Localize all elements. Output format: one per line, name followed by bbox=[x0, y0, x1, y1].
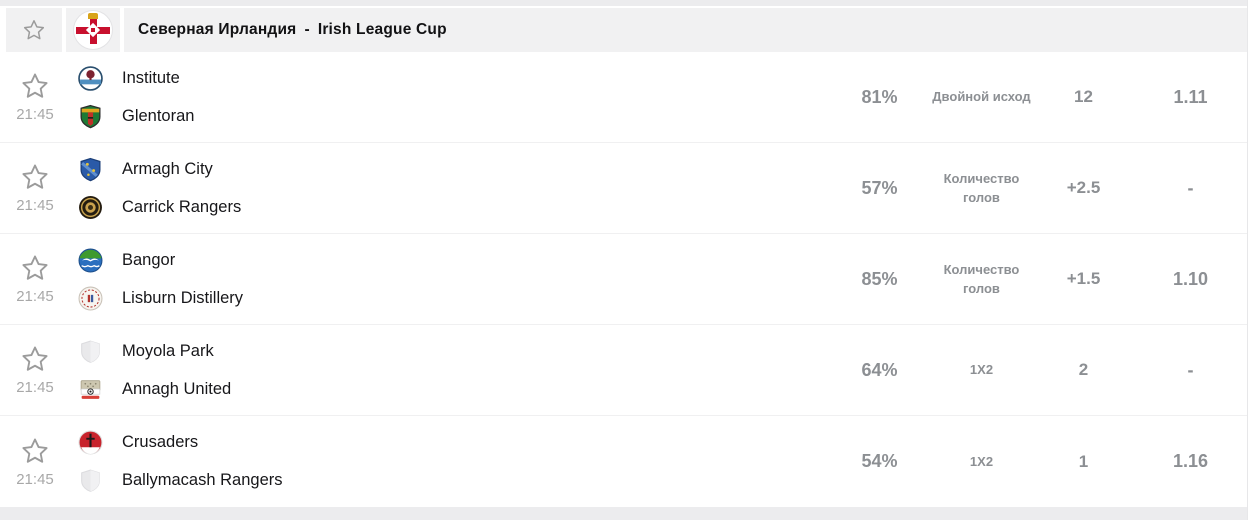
away-team-name: Carrick Rangers bbox=[122, 197, 242, 216]
away-team-logo bbox=[78, 195, 103, 220]
match-time: 21:45 bbox=[16, 379, 54, 396]
bet-type: Количество голов bbox=[930, 260, 1033, 299]
match-meta: 21:45 bbox=[0, 344, 70, 396]
favorite-star-icon[interactable] bbox=[20, 253, 50, 283]
match-row[interactable]: 21:45 Moyola Park Annagh United 64% 1X2 … bbox=[0, 325, 1247, 416]
match-meta: 21:45 bbox=[0, 162, 70, 214]
away-team[interactable]: Annagh United bbox=[78, 377, 829, 402]
home-team-name: Crusaders bbox=[122, 433, 199, 451]
away-team-name: Lisburn Distillery bbox=[122, 288, 244, 307]
bet-value: 1 bbox=[1078, 451, 1089, 471]
away-team[interactable]: Carrick Rangers bbox=[78, 195, 829, 220]
away-team-logo bbox=[78, 468, 103, 493]
bet-type: Количество голов bbox=[930, 169, 1033, 208]
away-team[interactable]: Lisburn Distillery bbox=[78, 286, 829, 311]
league-competition: Irish League Cup bbox=[317, 21, 447, 38]
home-team-name: Moyola Park bbox=[122, 341, 214, 360]
league-favorite-cell[interactable] bbox=[6, 8, 62, 52]
probability-value: 81% bbox=[861, 86, 898, 107]
probability-value: 57% bbox=[861, 177, 898, 198]
match-meta: 21:45 bbox=[0, 253, 70, 305]
bet-type-label: 1X2 bbox=[969, 362, 994, 378]
match-time: 21:45 bbox=[16, 197, 54, 214]
home-team-logo bbox=[78, 339, 103, 364]
league-title: Северная Ирландия - Irish League Cup bbox=[138, 21, 447, 39]
bet-type: Двойной исход bbox=[930, 87, 1033, 107]
match-row[interactable]: 21:45 Institute Glentoran 81% Двойной ис… bbox=[0, 52, 1247, 143]
bet-value: 2 bbox=[1078, 360, 1089, 379]
away-team-name: Annagh United bbox=[122, 379, 232, 398]
home-team[interactable]: Bangor bbox=[78, 248, 829, 273]
bet-type: 1X2 bbox=[930, 452, 1033, 472]
odds-value[interactable]: 1.16 bbox=[1172, 451, 1209, 471]
northern-ireland-flag-icon bbox=[74, 11, 112, 49]
home-team[interactable]: Armagh City bbox=[78, 157, 829, 182]
section-separator-top bbox=[0, 0, 1247, 6]
home-team[interactable]: Crusaders bbox=[78, 430, 829, 455]
odds-value[interactable]: - bbox=[1187, 359, 1194, 380]
probability-value: 64% bbox=[861, 359, 898, 380]
match-row[interactable]: 21:45 Crusaders Ballymacash Rangers 54% … bbox=[0, 416, 1247, 507]
odds-value[interactable]: 1.10 bbox=[1172, 268, 1209, 289]
bet-value: 12 bbox=[1074, 87, 1093, 106]
odds-value[interactable]: - bbox=[1187, 177, 1194, 198]
away-team[interactable]: Glentoran bbox=[78, 104, 829, 129]
league-country: Северная Ирландия bbox=[138, 21, 297, 38]
away-team-logo bbox=[78, 286, 103, 311]
league-flag-cell bbox=[66, 8, 120, 52]
match-time: 21:45 bbox=[16, 106, 54, 123]
match-list: 21:45 Institute Glentoran 81% Двойной ис… bbox=[0, 52, 1247, 507]
bet-type-label: Количество голов bbox=[943, 170, 1020, 206]
favorite-star-icon[interactable] bbox=[20, 436, 50, 466]
home-team-logo bbox=[78, 157, 103, 182]
match-meta: 21:45 bbox=[0, 436, 70, 488]
favorite-star-icon[interactable] bbox=[20, 162, 50, 192]
home-team-logo bbox=[78, 248, 103, 273]
home-team[interactable]: Moyola Park bbox=[78, 339, 829, 364]
favorite-star-icon[interactable] bbox=[20, 71, 50, 101]
home-team-name: Bangor bbox=[122, 250, 176, 269]
league-title-cell[interactable]: Северная Ирландия - Irish League Cup bbox=[124, 8, 1247, 52]
bet-value: +2.5 bbox=[1066, 178, 1101, 197]
away-team-logo bbox=[78, 104, 103, 129]
league-header: Северная Ирландия - Irish League Cup bbox=[0, 8, 1247, 52]
away-team-name: Ballymacash Rangers bbox=[122, 471, 283, 489]
teams-column: Bangor Lisburn Distillery bbox=[70, 248, 829, 311]
home-team-name: Armagh City bbox=[122, 159, 213, 178]
section-separator-bottom bbox=[0, 507, 1247, 520]
match-meta: 21:45 bbox=[0, 71, 70, 123]
away-team-name: Glentoran bbox=[122, 106, 195, 125]
favorite-star-icon[interactable] bbox=[20, 344, 50, 374]
probability-value: 85% bbox=[861, 268, 898, 289]
bet-type-label: Количество голов bbox=[943, 261, 1020, 297]
away-team[interactable]: Ballymacash Rangers bbox=[78, 468, 829, 493]
league-title-dash: - bbox=[304, 21, 310, 38]
teams-column: Institute Glentoran bbox=[70, 66, 829, 129]
bet-type: 1X2 bbox=[930, 360, 1033, 380]
match-row[interactable]: 21:45 Bangor Lisburn Distillery 85% Коли… bbox=[0, 234, 1247, 325]
teams-column: Moyola Park Annagh United bbox=[70, 339, 829, 402]
teams-column: Armagh City Carrick Rangers bbox=[70, 157, 829, 220]
away-team-logo bbox=[78, 377, 103, 402]
favorite-star-icon[interactable] bbox=[22, 18, 46, 42]
home-team-logo bbox=[78, 66, 103, 91]
odds-value[interactable]: 1.11 bbox=[1173, 86, 1208, 107]
bet-type-label: Двойной исход bbox=[932, 89, 1031, 105]
match-row[interactable]: 21:45 Armagh City Carrick Rangers 57% Ко… bbox=[0, 143, 1247, 234]
probability-value: 54% bbox=[861, 451, 898, 471]
teams-column: Crusaders Ballymacash Rangers bbox=[70, 430, 829, 493]
home-team-logo bbox=[78, 430, 103, 455]
home-team[interactable]: Institute bbox=[78, 66, 829, 91]
bet-type-label: 1X2 bbox=[969, 453, 994, 469]
match-time: 21:45 bbox=[16, 470, 54, 488]
match-time: 21:45 bbox=[16, 288, 54, 305]
bet-value: +1.5 bbox=[1066, 269, 1101, 288]
home-team-name: Institute bbox=[122, 68, 180, 87]
